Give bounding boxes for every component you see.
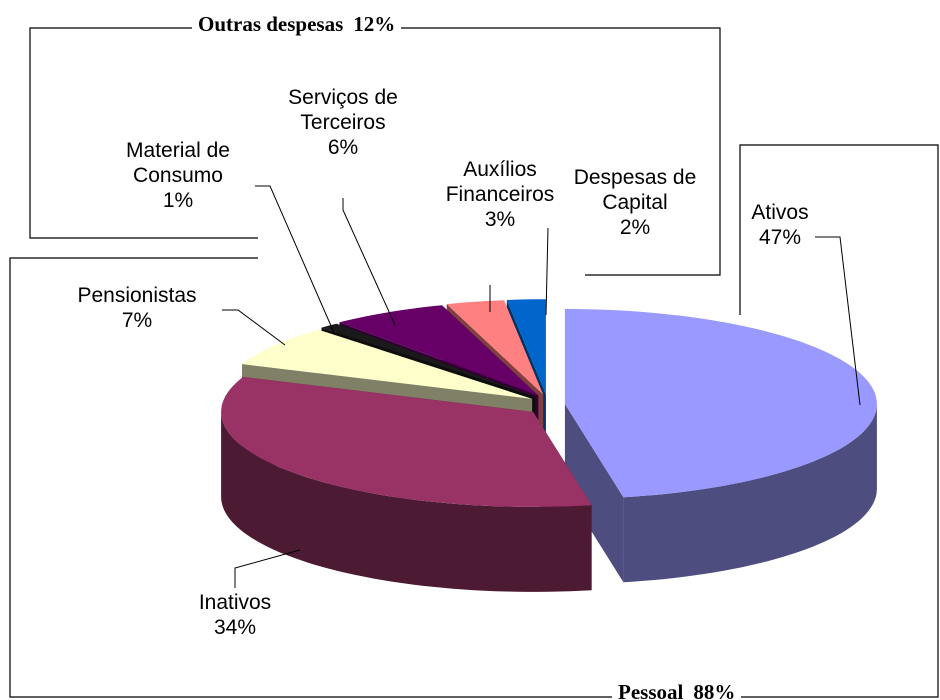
slice [339, 305, 539, 396]
slice-wall [564, 404, 624, 583]
slice-label: Ativos 47% [730, 200, 830, 250]
leader-line [234, 549, 301, 588]
leader-line [342, 198, 396, 326]
slice [506, 299, 546, 395]
slice-label: Pensionistas 7% [52, 283, 222, 333]
group-value: 88% [693, 680, 736, 700]
slice-label: Despesas de Capital 2% [570, 165, 700, 240]
slice-side [623, 404, 877, 583]
slice-label: Serviços de Terceiros 6% [268, 85, 418, 160]
slice [321, 323, 536, 397]
leader-line [222, 309, 286, 346]
category-label: Despesas de Capital [573, 166, 697, 214]
slice [446, 300, 544, 395]
category-label: Material de Consumo [126, 139, 230, 187]
group-bracket [9, 144, 939, 698]
slice [242, 329, 533, 399]
value-label: 3% [484, 208, 516, 231]
category-label: Inativos [198, 591, 272, 614]
value-label: 47% [758, 226, 802, 249]
value-label: 1% [162, 189, 194, 212]
value-label: 7% [121, 309, 153, 332]
category-label: Serviços de Terceiros [288, 86, 398, 134]
group-value: 12% [353, 12, 396, 36]
slice-label: Inativos 34% [175, 590, 295, 640]
slice-label: Auxílios Financeiros 3% [440, 157, 560, 232]
value-label: 34% [213, 616, 257, 639]
group-name: Pessoal [618, 680, 684, 700]
slice-label: Material de Consumo 1% [93, 138, 263, 213]
category-label: Pensionistas [77, 284, 197, 307]
group-name: Outras despesas [198, 12, 344, 36]
value-label: 2% [619, 216, 651, 239]
category-label: Ativos [751, 201, 809, 224]
slice [221, 376, 592, 507]
category-label: Auxílios Financeiros [445, 158, 555, 206]
leader-line [255, 185, 336, 336]
slice [564, 309, 877, 498]
leader-line [545, 227, 549, 316]
leader-line [815, 236, 861, 406]
group-label: Pessoal 88% [612, 680, 742, 700]
group-label: Outras despesas 12% [192, 12, 402, 37]
slice-side [221, 411, 592, 592]
value-label: 6% [327, 136, 359, 159]
